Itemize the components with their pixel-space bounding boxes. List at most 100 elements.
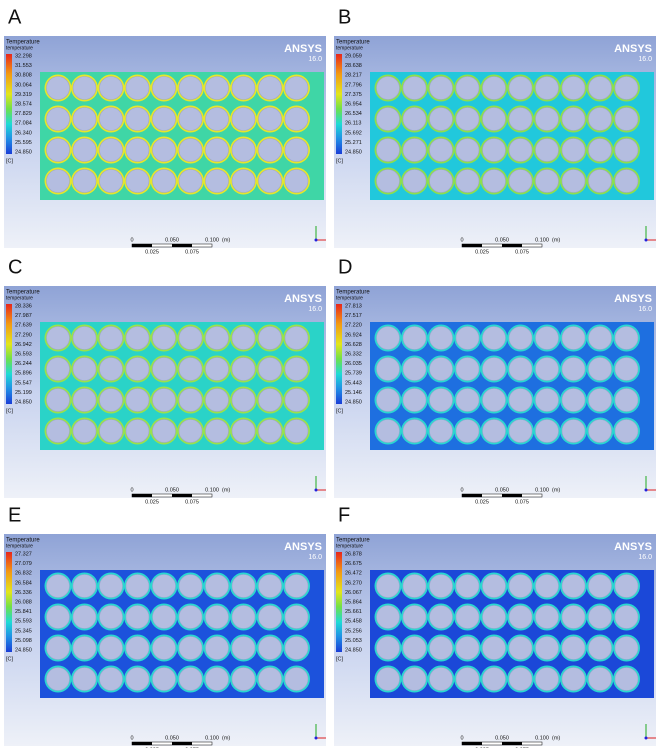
brand: ANSYS [284,541,322,553]
tube [47,389,70,412]
tube [285,170,308,193]
tube [206,108,229,131]
tube [100,606,123,629]
panel-label: C [8,256,22,278]
triad-z [645,239,648,242]
tube [206,327,229,350]
tube [483,575,506,598]
legend-unit: [C] [6,408,14,414]
tube [509,358,532,381]
legend-value: 27.327 [15,551,32,557]
tube [562,77,585,100]
tube [615,139,638,162]
legend-value: 26.113 [345,121,361,127]
scale-label: 0.075 [185,499,199,505]
tube [259,358,282,381]
legend-value: 24.850 [15,647,32,653]
brand: ANSYS [284,293,322,305]
scale-label: 0.100 [205,487,219,493]
legend-value: 26.336 [15,590,32,596]
tube [206,170,229,193]
tube [430,668,453,691]
tube [403,77,426,100]
scale-label: 0.100 [205,735,219,741]
legend-value: 26.593 [15,351,32,357]
tube [562,606,585,629]
tube [536,420,559,443]
legend-subtitle: temperature [336,295,363,301]
panel-label: B [338,6,351,28]
tube [509,327,532,350]
tube [377,327,400,350]
version: 16.0 [638,554,652,561]
tube [47,575,70,598]
legend-value: 25.593 [15,619,32,625]
scale-label: (m) [222,735,230,741]
legend-value: 25.256 [345,628,362,634]
tube [153,358,176,381]
legend-value: 26.534 [345,111,362,117]
legend-unit: [C] [6,656,14,662]
colorbar [6,54,12,154]
tube [126,575,149,598]
scale-label: 0.050 [495,735,509,741]
legend-value: 26.628 [345,342,362,348]
tube [589,327,612,350]
tube [615,575,638,598]
tube [153,139,176,162]
legend-value: 26.942 [15,342,32,348]
tube [589,108,612,131]
tube [430,327,453,350]
legend-value: 26.088 [15,599,32,605]
tube [179,668,202,691]
legend-value: 26.332 [345,351,362,357]
tube [456,108,479,131]
scale-label: 0.050 [165,735,179,741]
tube [377,420,400,443]
scale-label: (m) [552,487,560,493]
brand: ANSYS [614,293,652,305]
tube [126,170,149,193]
tube [100,327,123,350]
panel: FANSYS16.0Temperaturetemperature26.87826… [334,504,656,748]
tube [232,420,255,443]
version: 16.0 [638,306,652,313]
legend-value: 27.813 [345,303,362,309]
tube [100,637,123,660]
tube [232,358,255,381]
tube [47,327,70,350]
panel: EANSYS16.0Temperaturetemperature27.32727… [4,504,326,748]
tube [179,575,202,598]
tube [483,668,506,691]
tube [232,668,255,691]
tube [179,108,202,131]
tube [615,420,638,443]
tube [615,358,638,381]
legend-unit: [C] [336,656,344,662]
triad-z [645,737,648,740]
tube [47,420,70,443]
tube [126,139,149,162]
brand: ANSYS [614,43,652,55]
tube [483,139,506,162]
legend-value: 25.661 [345,609,362,615]
scale-bar-dark [172,742,192,745]
tube [562,108,585,131]
tube [73,108,96,131]
tube [285,575,308,598]
tube [73,358,96,381]
tube [179,139,202,162]
scale-label: 0 [460,237,463,243]
legend-value: 29.059 [345,53,362,59]
tube [562,139,585,162]
legend-value: 27.290 [15,332,32,338]
tube [456,606,479,629]
scale-label: 0.100 [535,237,549,243]
legend-value: 26.270 [345,580,362,586]
tube [536,170,559,193]
tube [126,327,149,350]
legend-value: 26.340 [15,130,32,136]
tube [153,389,176,412]
tube [509,108,532,131]
tube [589,389,612,412]
